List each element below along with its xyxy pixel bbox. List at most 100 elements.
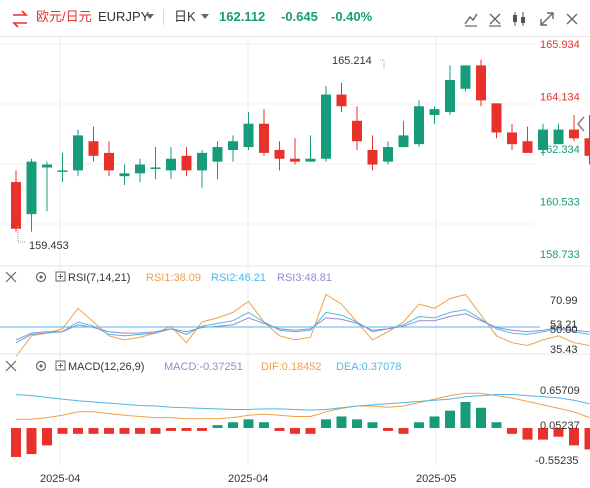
- candle-body: [522, 141, 533, 153]
- candle-body: [119, 173, 130, 177]
- rsi3-value: RSI3:48.81: [277, 272, 332, 284]
- candle-body: [383, 147, 393, 162]
- macd-bar: [460, 401, 471, 429]
- candle-body: [398, 135, 409, 148]
- fullscreen-icon[interactable]: [538, 10, 556, 28]
- rsi-axis-53: 53.21: [550, 319, 578, 331]
- candle-body: [73, 135, 83, 171]
- candle-body: [259, 123, 269, 153]
- period-chevron-down-icon[interactable]: [201, 14, 209, 20]
- candle-body: [553, 129, 564, 145]
- period-selector[interactable]: 日K: [174, 9, 196, 24]
- candle-body: [274, 149, 285, 159]
- candle-body: [429, 109, 440, 115]
- rsi-settings-icon[interactable]: [35, 271, 47, 283]
- symbol-code[interactable]: EURJPY: [98, 9, 150, 24]
- macd-histogram: [11, 401, 590, 457]
- tools-icon[interactable]: [486, 10, 504, 28]
- macd-bar: [507, 428, 517, 434]
- macd-bar: [321, 419, 331, 429]
- x-label-3: 2025-05: [416, 473, 456, 485]
- last-price: 162.112: [219, 9, 266, 24]
- macd-bar: [197, 428, 207, 431]
- macd-close-icon[interactable]: [5, 360, 17, 372]
- macd-bar: [228, 422, 238, 429]
- divider: [163, 9, 164, 25]
- price-axis: 165.934 164.134 162.334 160.533 158.733: [540, 39, 580, 261]
- symbol-switch-icon[interactable]: [9, 9, 31, 29]
- macd-bar: [522, 428, 533, 440]
- settings-icon[interactable]: [563, 10, 581, 28]
- rsi-axis-50: 50.00: [550, 324, 578, 336]
- macd-bar: [398, 428, 409, 434]
- rsi-expand-icon[interactable]: [55, 271, 66, 282]
- price-axis-label: 160.533: [540, 197, 580, 209]
- rsi3-line: [15, 313, 590, 341]
- chevron-down-icon[interactable]: [146, 14, 154, 20]
- macd-axis-mid: 0.05237: [540, 420, 580, 432]
- macd-dea-line: [15, 394, 590, 411]
- candle-body: [460, 65, 471, 89]
- macd-lines: [15, 392, 590, 420]
- collapse-arrow-icon[interactable]: [574, 114, 588, 134]
- macd-expand-icon[interactable]: [55, 360, 66, 371]
- price-axis-label: 164.134: [540, 91, 580, 103]
- macd-bar: [166, 428, 176, 431]
- macd-settings-icon[interactable]: [35, 360, 47, 372]
- macd-bar: [414, 422, 424, 429]
- macd-bar: [538, 428, 548, 440]
- macd-bar: [491, 422, 502, 429]
- macd-bar: [104, 428, 114, 434]
- candle-body: [11, 182, 21, 229]
- rsi-label: RSI(7,14,21): [68, 272, 130, 284]
- macd-bar: [445, 410, 455, 429]
- candle-body: [26, 161, 37, 215]
- price-axis-label: 165.934: [540, 39, 580, 51]
- price-pane[interactable]: 165.934 164.134 162.334 160.533 158.733 165.…: [11, 39, 590, 261]
- macd-axis-bottom: -0.55235: [535, 455, 578, 467]
- macd-axis-top: 0.65709: [540, 385, 580, 397]
- price-axis-label: 158.733: [540, 249, 580, 261]
- macd-bar: [57, 428, 68, 434]
- macd-pane[interactable]: MACD(12,26,9) MACD:-0.37251 DIF:0.18452 …: [5, 360, 590, 467]
- draw-icon[interactable]: [462, 10, 480, 28]
- chart-area[interactable]: 165.934 164.134 162.334 160.533 158.733 165.…: [0, 36, 590, 488]
- macd-bar: [336, 416, 347, 429]
- rsi1-line: [15, 293, 590, 357]
- rsi-lines: [15, 293, 590, 357]
- candle-body: [166, 158, 176, 171]
- chart-header: 欧元/日元 EURJPY 日K 162.112 -0.645 -0.40%: [0, 0, 590, 37]
- candle-style-icon[interactable]: [510, 10, 528, 28]
- candle-body: [584, 138, 590, 156]
- rsi-close-icon[interactable]: [5, 271, 17, 283]
- rsi-axis-35: 35.43: [550, 344, 578, 356]
- macd-bar: [243, 419, 254, 429]
- macd-bar: [429, 416, 440, 429]
- symbol-name[interactable]: 欧元/日元: [36, 9, 92, 24]
- macd-bar: [259, 422, 269, 429]
- macd-bar: [553, 428, 564, 437]
- candles: [11, 59, 590, 232]
- rsi-pane[interactable]: RSI(7,14,21) RSI1:38.09 RSI2:46.21 RSI3:…: [0, 271, 590, 357]
- time-axis: 2025-04 2025-04 2025-05: [40, 473, 456, 485]
- low-marker: 159.453: [17, 226, 69, 252]
- macd-bar: [181, 428, 192, 431]
- candle-body: [305, 158, 316, 162]
- candle-body: [290, 158, 300, 162]
- rsi2-value: RSI2:46.21: [211, 272, 266, 284]
- dea-value: DEA:0.37078: [336, 361, 401, 373]
- candle-body: [538, 129, 548, 150]
- macd-dif-line: [16, 392, 590, 420]
- candle-body: [181, 155, 192, 171]
- candle-body: [367, 149, 378, 165]
- dif-value: DIF:0.18452: [261, 361, 322, 373]
- high-marker-label: 165.214: [332, 55, 372, 67]
- macd-bar: [584, 428, 590, 450]
- macd-bar: [305, 428, 316, 434]
- price-axis-label: 162.334: [540, 144, 580, 156]
- rsi-axis-70: 70.99: [550, 295, 578, 307]
- candle-body: [197, 152, 207, 171]
- macd-bar: [73, 428, 83, 434]
- candle-body: [569, 129, 579, 139]
- candle-body: [228, 141, 238, 150]
